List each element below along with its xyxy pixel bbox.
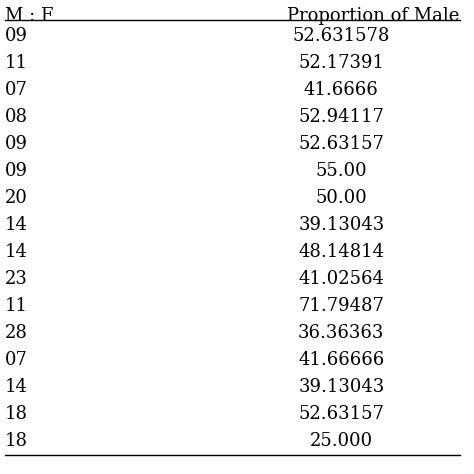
Text: 41.66666: 41.66666 [298, 351, 384, 369]
Text: 55.00: 55.00 [316, 162, 367, 180]
Text: 14: 14 [5, 378, 27, 396]
Text: 52.17391: 52.17391 [298, 54, 384, 72]
Text: 48.14814: 48.14814 [298, 243, 384, 261]
Text: 50.00: 50.00 [315, 189, 367, 207]
Text: 20: 20 [5, 189, 27, 207]
Text: 39.13043: 39.13043 [298, 216, 384, 234]
Text: 07: 07 [5, 351, 27, 369]
Text: Proportion of Male: Proportion of Male [287, 7, 460, 25]
Text: 09: 09 [5, 135, 28, 153]
Text: 41.02564: 41.02564 [298, 270, 384, 288]
Text: 52.631578: 52.631578 [292, 27, 390, 45]
Text: 52.63157: 52.63157 [298, 135, 384, 153]
Text: 18: 18 [5, 405, 28, 423]
Text: 71.79487: 71.79487 [298, 297, 384, 315]
Text: 18: 18 [5, 432, 28, 450]
Text: 52.63157: 52.63157 [298, 405, 384, 423]
Text: 11: 11 [5, 54, 28, 72]
Text: 36.36363: 36.36363 [298, 324, 384, 342]
Text: 52.94117: 52.94117 [298, 108, 384, 126]
Text: M : F: M : F [5, 7, 53, 25]
Text: 23: 23 [5, 270, 27, 288]
Text: 41.6666: 41.6666 [304, 81, 379, 99]
Text: 25.000: 25.000 [310, 432, 373, 450]
Text: 09: 09 [5, 162, 28, 180]
Text: 09: 09 [5, 27, 28, 45]
Text: 08: 08 [5, 108, 28, 126]
Text: 11: 11 [5, 297, 28, 315]
Text: 28: 28 [5, 324, 27, 342]
Text: 14: 14 [5, 216, 27, 234]
Text: 39.13043: 39.13043 [298, 378, 384, 396]
Text: 07: 07 [5, 81, 27, 99]
Text: 14: 14 [5, 243, 27, 261]
